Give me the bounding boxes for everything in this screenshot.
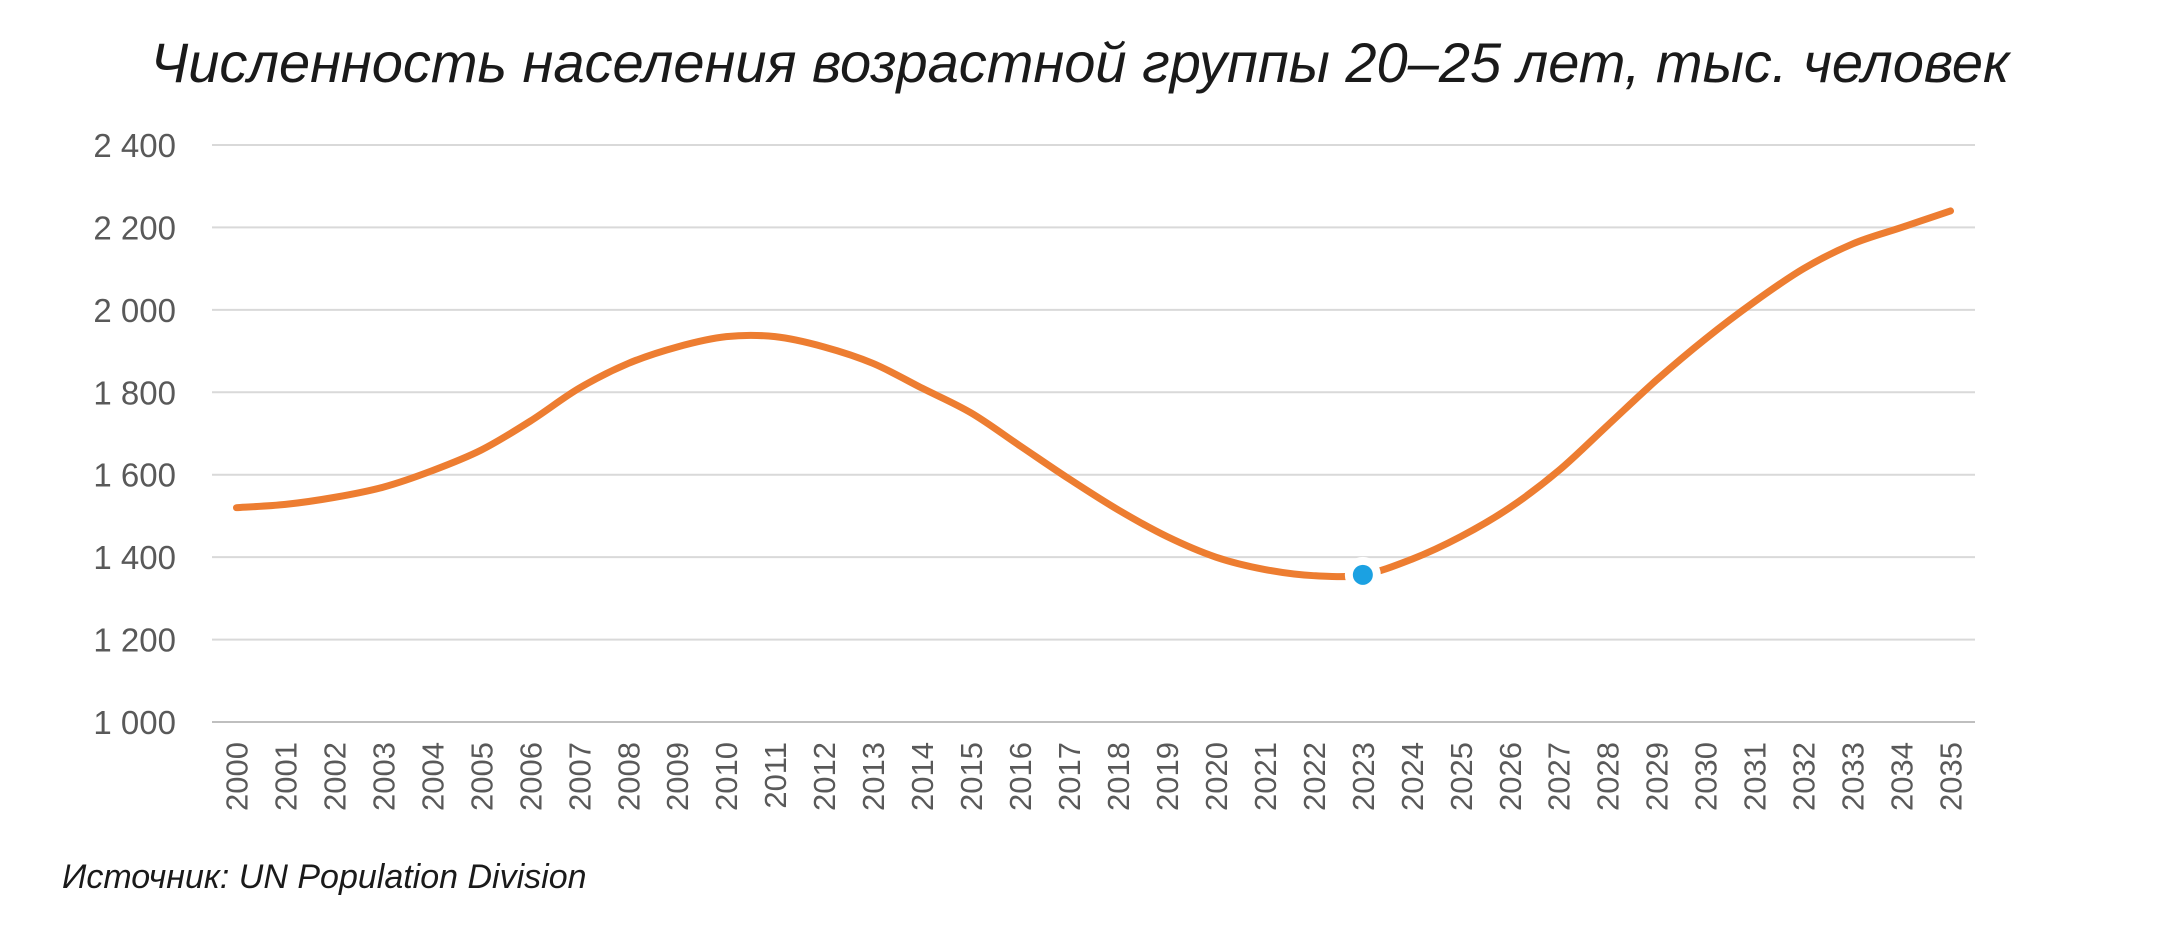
x-tick-label: 2002 [317, 742, 352, 811]
x-tick-label: 2012 [807, 742, 842, 811]
x-tick-label: 2006 [513, 742, 548, 811]
data-point-2032 [1800, 265, 1807, 272]
data-point-2027 [1555, 467, 1562, 474]
x-tick-label: 2031 [1738, 742, 1773, 811]
data-point-2007 [576, 385, 583, 392]
x-tick-label: 2007 [562, 742, 597, 811]
data-point-2001 [282, 501, 289, 508]
data-point-2002 [331, 494, 338, 501]
data-point-2010 [723, 333, 730, 340]
x-tick-label: 2023 [1346, 742, 1381, 811]
y-axis-ticks: 1 000 1 200 1 400 1 600 1 800 2 000 2 200 2 400 [93, 127, 176, 741]
x-tick-label: 2009 [660, 742, 695, 811]
data-point-2008 [625, 360, 632, 367]
data-point-2015 [968, 409, 975, 416]
x-tick-label: 2024 [1395, 742, 1430, 811]
gridlines [212, 144, 1975, 723]
x-tick-label: 2022 [1297, 742, 1332, 811]
x-tick-label: 2030 [1689, 742, 1724, 811]
x-tick-label: 2029 [1640, 742, 1675, 811]
x-tick-label: 2001 [268, 742, 303, 811]
data-point-2013 [870, 360, 877, 367]
y-tick-label: 2 000 [93, 292, 176, 329]
y-tick-label: 2 400 [93, 127, 176, 164]
data-point-2012 [821, 343, 828, 350]
chart-title: Численность населения возрастной группы … [151, 31, 2012, 94]
data-point-2020 [1212, 554, 1219, 561]
data-point-2004 [429, 467, 436, 474]
data-point-2028 [1604, 422, 1611, 429]
x-tick-label: 2034 [1885, 742, 1920, 811]
y-tick-label: 1 000 [93, 704, 176, 741]
x-tick-label: 2032 [1787, 742, 1822, 811]
x-tick-label: 2013 [856, 742, 891, 811]
x-tick-label: 2028 [1591, 742, 1626, 811]
x-tick-label: 2003 [366, 742, 401, 811]
data-point-2022 [1310, 572, 1317, 579]
x-tick-label: 2008 [611, 742, 646, 811]
y-tick-label: 1 400 [93, 539, 176, 576]
data-point-2021 [1261, 566, 1268, 573]
series-layer [232, 207, 1955, 581]
x-tick-label: 2020 [1199, 742, 1234, 811]
data-point-2031 [1751, 298, 1758, 305]
data-point-2005 [478, 446, 485, 453]
data-point-2029 [1653, 376, 1660, 383]
data-point-2009 [674, 343, 681, 350]
y-tick-label: 2 200 [93, 209, 176, 246]
data-point-2034 [1898, 224, 1905, 231]
series-line [232, 207, 1955, 581]
x-tick-label: 2014 [905, 742, 940, 811]
data-point-2017 [1066, 475, 1073, 482]
data-point-2025 [1457, 533, 1464, 540]
highlight-point [1352, 564, 1373, 585]
y-tick-label: 1 600 [93, 457, 176, 494]
x-tick-label: 2033 [1836, 742, 1871, 811]
data-point-2018 [1114, 506, 1121, 513]
y-tick-label: 1 800 [93, 374, 176, 411]
data-point-2000 [233, 504, 240, 511]
data-point-2024 [1408, 556, 1415, 563]
x-tick-label: 2000 [219, 742, 254, 811]
data-point-2016 [1017, 442, 1024, 449]
x-tick-label: 2015 [954, 742, 989, 811]
x-tick-label: 2018 [1101, 742, 1136, 811]
x-tick-label: 2004 [415, 742, 450, 811]
x-tick-label: 2026 [1493, 742, 1528, 811]
data-point-2026 [1506, 504, 1513, 511]
x-tick-label: 2035 [1934, 742, 1969, 811]
data-point-2035 [1947, 207, 1954, 214]
x-tick-label: 2025 [1444, 742, 1479, 811]
x-tick-label: 2017 [1052, 742, 1087, 811]
x-tick-label: 2010 [709, 742, 744, 811]
x-tick-label: 2021 [1248, 742, 1283, 811]
x-axis-ticks: 2000 2001 2002 2003 2004 2005 2006 2007 2008 2009… [219, 742, 1968, 811]
source-note: Источник: UN Population Division [62, 858, 587, 896]
data-point-2014 [919, 385, 926, 392]
x-tick-label: 2019 [1150, 742, 1185, 811]
data-point-2011 [772, 333, 779, 340]
x-tick-label: 2016 [1003, 742, 1038, 811]
x-tick-label: 2011 [758, 742, 793, 809]
x-tick-label: 2005 [464, 742, 499, 811]
data-point-2030 [1702, 335, 1709, 342]
data-point-2003 [380, 484, 387, 491]
data-point-2033 [1849, 240, 1856, 247]
y-tick-label: 1 200 [93, 622, 176, 659]
data-point-2006 [527, 418, 534, 425]
highlight-layer [1344, 556, 1381, 593]
data-point-2019 [1163, 533, 1170, 540]
x-tick-label: 2027 [1542, 742, 1577, 811]
